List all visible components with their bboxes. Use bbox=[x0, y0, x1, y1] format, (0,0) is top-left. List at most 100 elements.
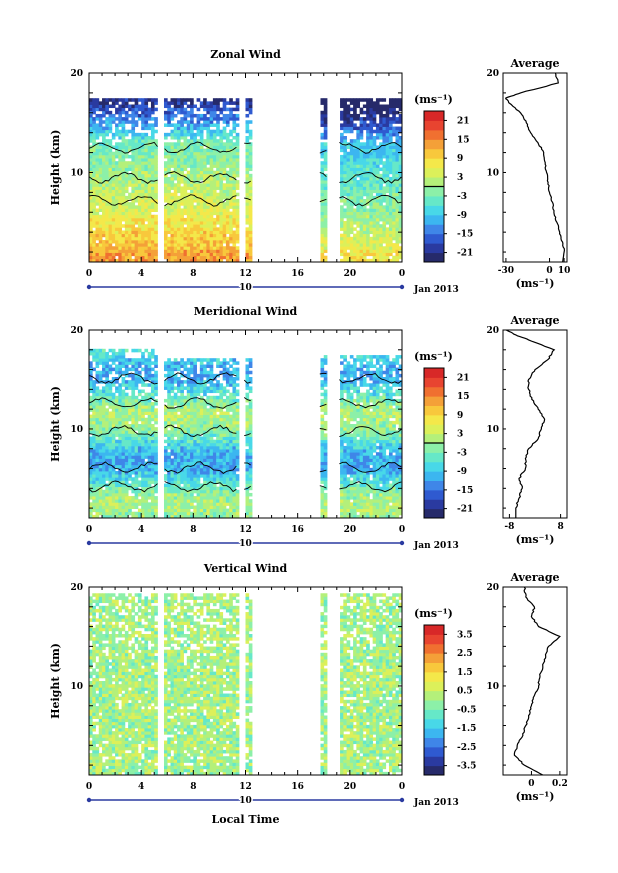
heatmap-cell bbox=[105, 252, 109, 257]
heatmap-cell bbox=[212, 189, 217, 194]
heatmap-cell bbox=[167, 436, 171, 441]
heatmap-cell bbox=[173, 148, 178, 153]
heatmap-cell bbox=[353, 167, 357, 172]
heatmap-cell bbox=[124, 477, 129, 481]
heatmap-cell bbox=[121, 408, 126, 412]
heatmap-cell bbox=[229, 258, 233, 263]
heatmap-cell bbox=[369, 113, 374, 118]
heatmap-cell bbox=[385, 205, 390, 209]
heatmap-cell bbox=[366, 246, 370, 250]
heatmap-cell bbox=[173, 499, 178, 503]
heatmap-cell bbox=[232, 255, 237, 260]
heatmap-cell bbox=[170, 136, 175, 140]
heatmap-cell bbox=[392, 180, 396, 184]
heatmap-cell bbox=[141, 427, 145, 431]
heatmap-cell bbox=[392, 132, 396, 137]
heatmap-cell bbox=[131, 170, 136, 175]
heatmap-cell bbox=[137, 358, 142, 362]
heatmap-cell bbox=[225, 205, 230, 209]
heatmap-cell bbox=[190, 383, 194, 387]
heatmap-cell bbox=[111, 120, 116, 124]
heatmap-cell bbox=[121, 480, 126, 484]
heatmap-cell bbox=[98, 427, 103, 431]
heatmap-cell bbox=[196, 439, 201, 444]
heatmap-cell bbox=[173, 101, 178, 105]
heatmap-cell bbox=[105, 442, 109, 447]
heatmap-cell bbox=[222, 136, 227, 140]
heatmap-cell bbox=[141, 211, 145, 216]
heatmap-cell bbox=[163, 445, 168, 450]
heatmap-cell bbox=[216, 170, 220, 175]
heatmap-cell bbox=[102, 511, 106, 516]
heatmap-cell bbox=[170, 183, 175, 187]
heatmap-cell bbox=[141, 148, 145, 153]
heatmap-cell bbox=[248, 239, 253, 244]
heatmap-cell bbox=[128, 217, 132, 222]
heatmap-cell bbox=[163, 452, 168, 456]
heatmap-cell bbox=[186, 145, 191, 149]
heatmap-cell bbox=[209, 104, 214, 109]
heatmap-cell bbox=[128, 120, 132, 124]
colorbar-swatch bbox=[424, 252, 444, 263]
heatmap-cell bbox=[128, 129, 132, 134]
heatmap-cell bbox=[121, 458, 126, 462]
heatmap-cell bbox=[167, 176, 171, 181]
heatmap-cell bbox=[359, 236, 364, 241]
heatmap-cell bbox=[144, 243, 149, 247]
heatmap-cell bbox=[199, 214, 204, 219]
heatmap-cell bbox=[141, 227, 145, 231]
heatmap-cell bbox=[392, 217, 396, 222]
heatmap-cell bbox=[137, 104, 142, 109]
heatmap-cell bbox=[212, 176, 217, 181]
heatmap-cell bbox=[225, 136, 230, 140]
heatmap-cell bbox=[89, 199, 93, 203]
heatmap-cell bbox=[232, 192, 237, 197]
heatmap-cell bbox=[111, 170, 116, 175]
heatmap-cell bbox=[340, 195, 344, 200]
heatmap-cell bbox=[134, 386, 139, 390]
heatmap-cell bbox=[137, 398, 142, 403]
heatmap-cell bbox=[199, 508, 204, 513]
heatmap-cell bbox=[366, 107, 370, 112]
heatmap-cell bbox=[395, 154, 400, 159]
heatmap-cell bbox=[111, 420, 116, 425]
heatmap-cell bbox=[121, 377, 126, 381]
heatmap-cell bbox=[196, 505, 201, 509]
heatmap-cell bbox=[323, 239, 328, 244]
heatmap-cell bbox=[128, 104, 132, 109]
heatmap-cell bbox=[369, 224, 374, 228]
heatmap-cell bbox=[105, 132, 109, 137]
heatmap-cell bbox=[134, 98, 139, 102]
heatmap-cell bbox=[134, 158, 139, 162]
heatmap-cell bbox=[150, 499, 155, 503]
heatmap-cell bbox=[118, 395, 122, 400]
heatmap-cell bbox=[206, 101, 211, 105]
heatmap-cell bbox=[193, 505, 197, 509]
heatmap-cell bbox=[92, 392, 96, 397]
heatmap-cell bbox=[212, 98, 217, 102]
heatmap-cell bbox=[92, 230, 96, 235]
heatmap-cell bbox=[177, 496, 181, 500]
heatmap-cell bbox=[102, 502, 106, 506]
heatmap-cell bbox=[92, 158, 96, 162]
heatmap-cell bbox=[95, 392, 100, 397]
heatmap-cell bbox=[124, 364, 129, 368]
heatmap-cell bbox=[124, 170, 129, 175]
heatmap-cell bbox=[229, 246, 233, 250]
heatmap-cell bbox=[150, 230, 155, 235]
heatmap-cell bbox=[163, 474, 168, 478]
heatmap-cell bbox=[356, 139, 361, 143]
heatmap-cell bbox=[111, 464, 116, 469]
heatmap-cell bbox=[118, 113, 122, 118]
heatmap-cell bbox=[147, 217, 152, 222]
heatmap-cell bbox=[372, 189, 377, 194]
heatmap-cell bbox=[111, 430, 116, 434]
heatmap-cell bbox=[180, 233, 184, 238]
heatmap-cell bbox=[395, 158, 400, 162]
heatmap-cell bbox=[111, 439, 116, 444]
heatmap-cell bbox=[173, 514, 178, 519]
heatmap-cell bbox=[375, 258, 380, 263]
heatmap-cell bbox=[362, 246, 367, 250]
heatmap-cell bbox=[369, 258, 374, 263]
heatmap-cell bbox=[118, 386, 122, 390]
